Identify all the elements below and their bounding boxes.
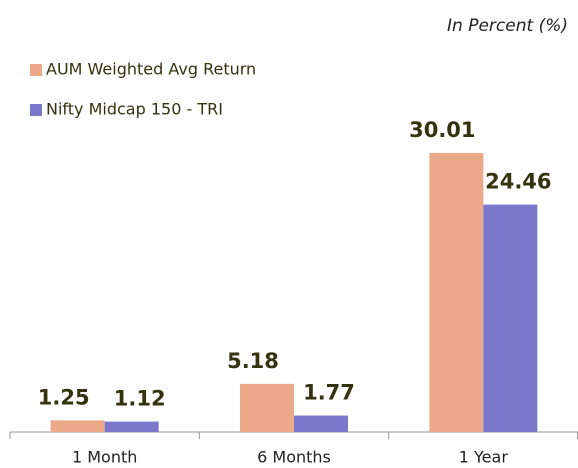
data-label: 1.25 bbox=[38, 385, 90, 409]
bar bbox=[240, 383, 294, 432]
legend-label: AUM Weighted Avg Return bbox=[46, 60, 256, 79]
x-tick-label: 1 Month bbox=[72, 448, 137, 467]
bar bbox=[294, 415, 348, 432]
legend-swatch bbox=[30, 64, 42, 76]
x-tick-label: 1 Year bbox=[459, 448, 509, 467]
bar bbox=[104, 421, 159, 432]
data-label: 24.46 bbox=[485, 170, 551, 194]
legend-label: Nifty Midcap 150 - TRI bbox=[46, 100, 223, 119]
bar bbox=[483, 204, 538, 432]
data-label: 1.12 bbox=[114, 387, 166, 411]
data-label: 1.77 bbox=[303, 381, 355, 405]
bar bbox=[429, 153, 484, 432]
data-label: 5.18 bbox=[227, 349, 279, 373]
bar bbox=[50, 420, 105, 432]
data-label: 30.01 bbox=[409, 118, 475, 142]
chart-subtitle: In Percent (%) bbox=[447, 16, 568, 36]
legend-swatch bbox=[30, 104, 42, 116]
x-tick-label: 6 Months bbox=[257, 448, 331, 467]
